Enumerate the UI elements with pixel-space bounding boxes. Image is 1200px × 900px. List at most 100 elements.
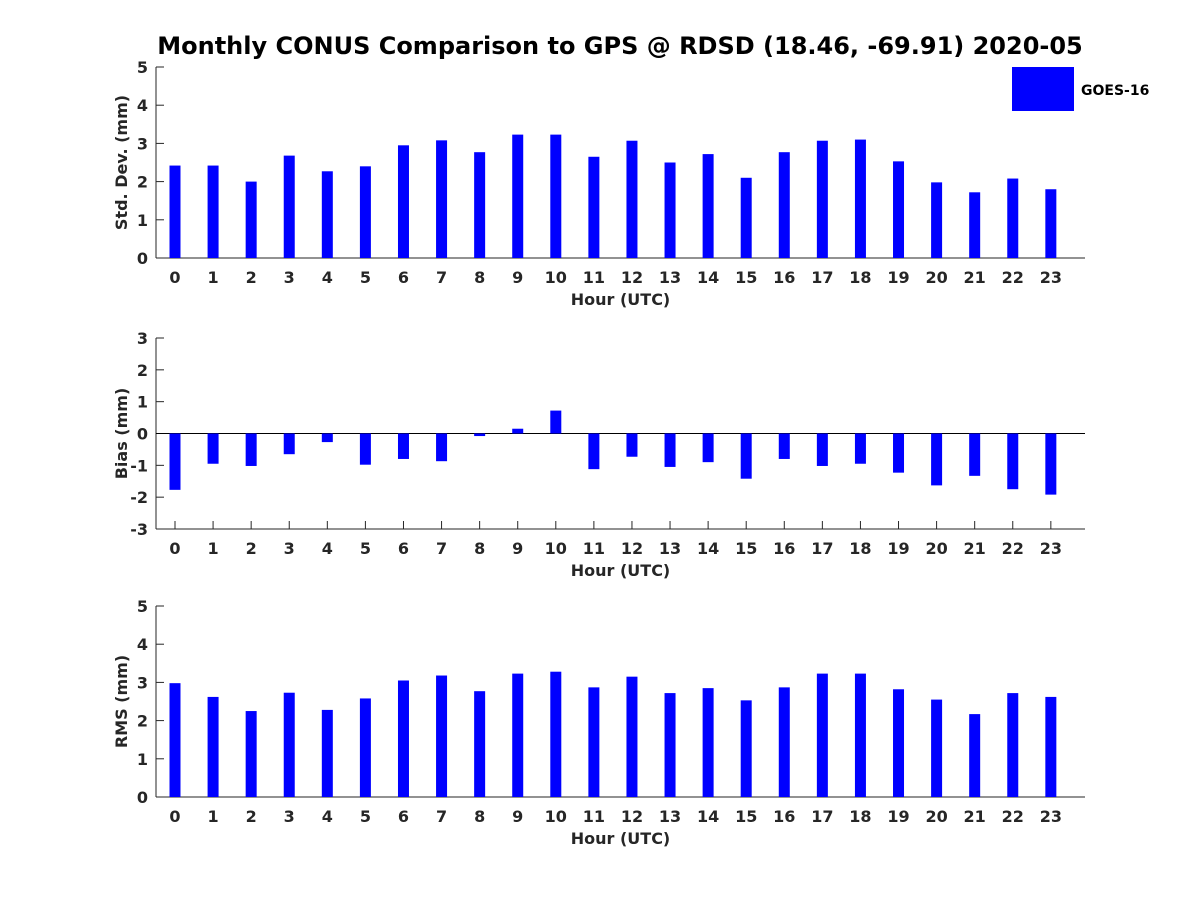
bias-x-tick-label: 9	[512, 539, 523, 558]
legend: GOES-16	[1012, 67, 1149, 111]
rms-x-tick-label: 12	[621, 807, 643, 826]
rms-x-tick-label: 23	[1040, 807, 1062, 826]
bias-x-tick-label: 15	[735, 539, 757, 558]
bias-bar	[778, 433, 790, 459]
std-dev-x-tick-label: 7	[436, 268, 447, 287]
rms-x-tick-label: 6	[398, 807, 409, 826]
rms-bar	[778, 687, 790, 797]
rms-x-tick-label: 4	[322, 807, 333, 826]
std-dev-bar	[664, 162, 676, 258]
rms-bar	[664, 693, 676, 797]
bias-bar	[283, 433, 295, 455]
bias-x-tick-label: 14	[697, 539, 719, 558]
bias-bar	[626, 433, 638, 457]
rms-y-tick-label: 1	[137, 750, 148, 769]
bias-x-tick-label: 1	[208, 539, 219, 558]
bias-x-tick-label: 20	[925, 539, 947, 558]
rms-bar	[436, 675, 448, 797]
figure-title: Monthly CONUS Comparison to GPS @ RDSD (…	[157, 32, 1083, 60]
bias-x-tick-label: 19	[887, 539, 909, 558]
rms-x-tick-label: 18	[849, 807, 871, 826]
rms-x-label: Hour (UTC)	[571, 829, 671, 848]
rms-y-tick-label: 0	[137, 788, 148, 807]
std-dev-x-tick-label: 20	[925, 268, 947, 287]
bias-x-tick-label: 13	[659, 539, 681, 558]
rms-bar	[397, 680, 409, 797]
std-dev-x-tick-label: 16	[773, 268, 795, 287]
rms-x-tick-label: 13	[659, 807, 681, 826]
rms-bar	[588, 687, 600, 797]
bias-x-tick-label: 2	[246, 539, 257, 558]
rms-y-label: RMS (mm)	[112, 655, 131, 748]
bias-bar	[550, 410, 562, 434]
legend-swatch	[1012, 67, 1074, 111]
bias-y-tick-label: -1	[130, 456, 148, 475]
bias-bar	[931, 433, 943, 486]
rms-x-tick-label: 0	[169, 807, 180, 826]
rms-x-tick-label: 7	[436, 807, 447, 826]
rms-x-tick-label: 14	[697, 807, 719, 826]
bias-bar	[321, 433, 333, 443]
bias-bar	[474, 433, 486, 437]
rms-x-tick-label: 19	[887, 807, 909, 826]
bias-x-tick-label: 22	[1002, 539, 1024, 558]
bias-bar	[1045, 433, 1057, 495]
rms-bar	[321, 709, 333, 797]
rms-bar	[550, 671, 562, 797]
std-dev-x-tick-label: 8	[474, 268, 485, 287]
rms-bar	[169, 683, 181, 797]
rms-x-tick-label: 11	[583, 807, 605, 826]
std-dev-x-tick-label: 2	[246, 268, 257, 287]
std-dev-y-tick-label: 0	[137, 249, 148, 268]
bias-y-tick-label: -2	[130, 488, 148, 507]
std-dev-bar	[550, 134, 562, 258]
rms-y-tick-label: 3	[137, 673, 148, 692]
bias-y-tick-label: 3	[137, 329, 148, 348]
rms-x-tick-label: 1	[208, 807, 219, 826]
bias-bar	[664, 433, 676, 467]
bias-bar	[207, 433, 219, 464]
std-dev-x-tick-label: 12	[621, 268, 643, 287]
std-dev-bar	[854, 139, 866, 258]
rms-bar	[512, 673, 524, 797]
rms-x-tick-label: 3	[284, 807, 295, 826]
bias-y-tick-label: 2	[137, 361, 148, 380]
rms-bar	[359, 698, 371, 797]
bias-x-tick-label: 21	[964, 539, 986, 558]
bias-y-tick-label: 1	[137, 393, 148, 412]
bias-bar	[969, 433, 981, 476]
bias-bar	[397, 433, 409, 459]
bias-bar	[740, 433, 752, 479]
rms-bar	[1045, 696, 1057, 797]
bias-x-label: Hour (UTC)	[571, 561, 671, 580]
rms-bar	[474, 691, 486, 797]
std-dev-x-tick-label: 4	[322, 268, 333, 287]
std-dev-x-tick-label: 22	[1002, 268, 1024, 287]
bias-bar	[245, 433, 257, 466]
bias-x-tick-label: 3	[284, 539, 295, 558]
rms-x-tick-label: 21	[964, 807, 986, 826]
rms-bar	[1007, 693, 1019, 797]
bias-bar	[702, 433, 714, 463]
std-dev-bar	[626, 140, 638, 258]
bias-bar	[816, 433, 828, 466]
rms-bar	[931, 699, 943, 797]
rms-x-tick-label: 10	[545, 807, 567, 826]
bias-bar	[854, 433, 866, 464]
rms-y-tick-label: 4	[137, 635, 148, 654]
std-dev-x-tick-label: 15	[735, 268, 757, 287]
bias-y-tick-label: -3	[130, 520, 148, 539]
rms-bar	[626, 676, 638, 797]
bias-x-tick-label: 11	[583, 539, 605, 558]
std-dev-bar	[740, 177, 752, 258]
rms-x-tick-label: 22	[1002, 807, 1024, 826]
rms-x-tick-label: 8	[474, 807, 485, 826]
rms-x-tick-label: 9	[512, 807, 523, 826]
std-dev-x-tick-label: 23	[1040, 268, 1062, 287]
rms-bar	[740, 700, 752, 797]
bias-x-tick-label: 8	[474, 539, 485, 558]
bias-y-tick-label: 0	[137, 425, 148, 444]
legend-label: GOES-16	[1081, 83, 1149, 99]
